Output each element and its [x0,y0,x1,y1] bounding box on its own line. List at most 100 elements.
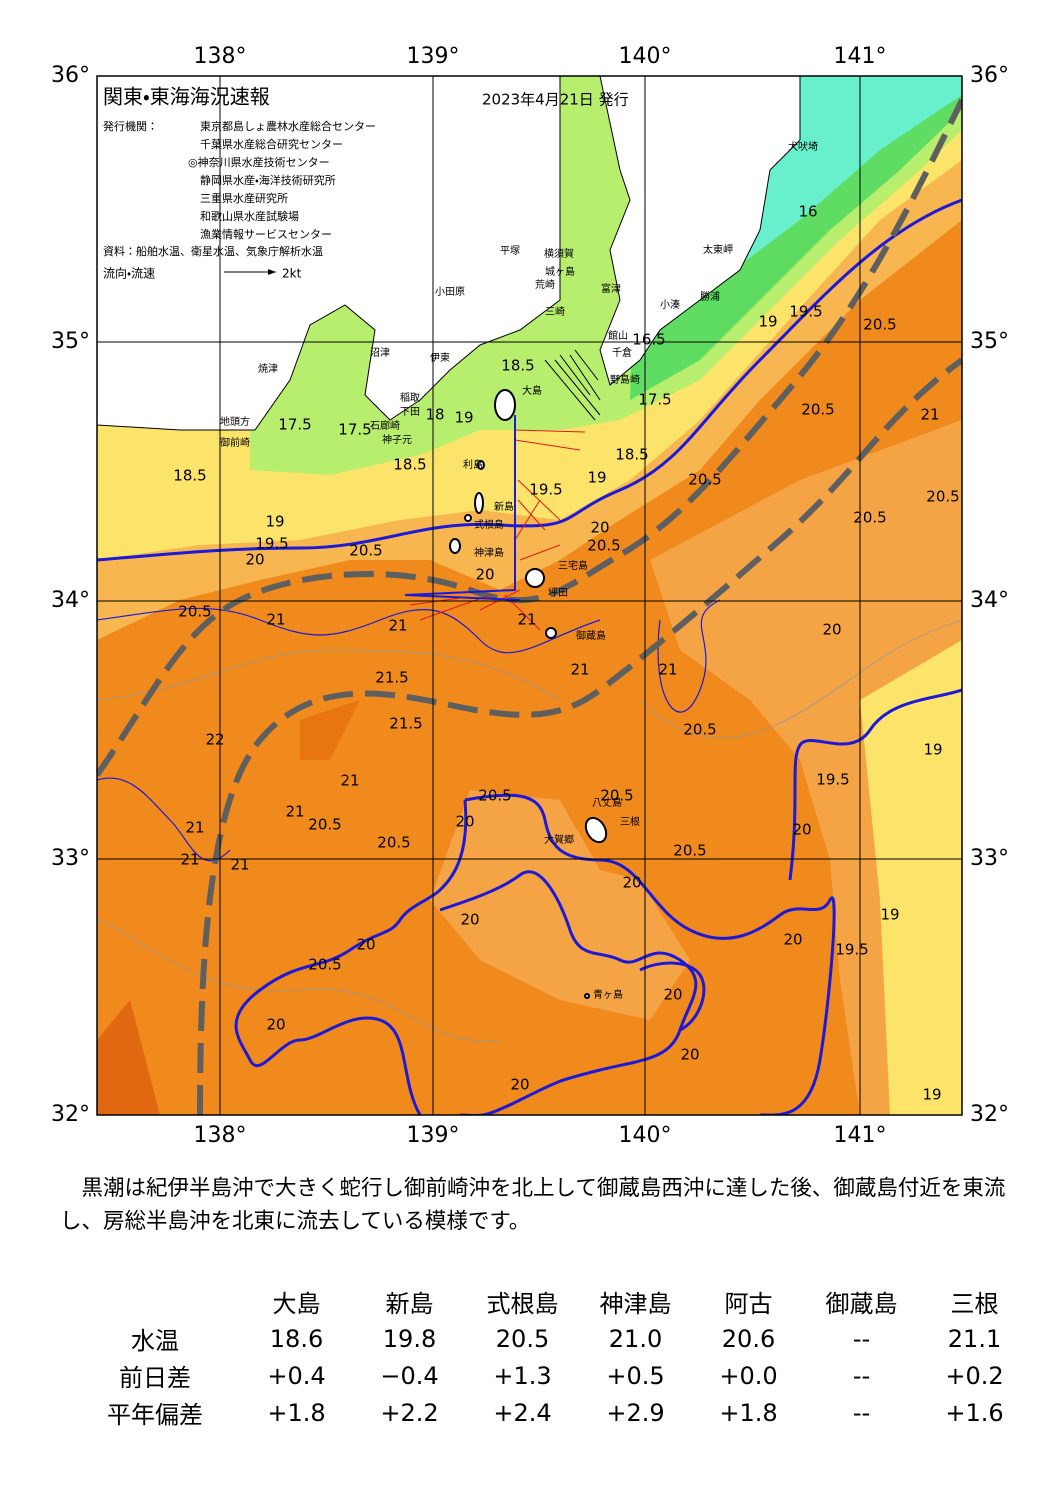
place-label: 式根島 [474,518,504,531]
isotherm [464,793,836,1115]
contour-label: 19 [923,741,942,759]
minor-contours [97,619,962,1042]
issuer: 和歌山県水産試験場 [200,209,299,223]
column-header: 阿古 [724,1290,773,1318]
sea-warmest [300,700,360,760]
contour-label: 20 [475,566,494,584]
contour-label: 19.5 [255,535,288,553]
cell: −0.4 [380,1361,439,1390]
isotherm [439,870,698,1115]
lon-label-bottom: 141° [834,1123,887,1148]
contour-label: 20 [822,621,841,639]
contour-label: 20.5 [801,401,834,419]
place-label: 太東岬 [703,243,733,256]
lat-label-right: 36° [970,63,1009,88]
contour-label: 20 [356,936,375,954]
issuer: 千葉県水産総合研究センター [200,137,343,151]
row-label: 平年偏差 [107,1401,203,1429]
row-label: 水温 [131,1327,179,1355]
contour-label: 20 [792,821,811,839]
place-label: 伊東 [430,351,450,364]
place-label: 城ヶ島 [545,265,575,278]
contour-label: 20.5 [308,956,341,974]
cell: 20.6 [721,1324,776,1353]
kuroshio-path [197,357,962,1115]
place-label: 荒崎 [535,278,555,291]
cell: +2.9 [606,1398,665,1427]
contour-label: 19 [880,906,899,924]
place-label: 石廊崎 [370,419,400,432]
isotherm [234,799,468,1115]
contour-label: 19 [922,1086,941,1104]
place-label: 館山 [608,329,628,342]
isotherm [97,198,962,562]
place-label: 焼津 [258,363,278,375]
place-label: 下田 [400,407,420,418]
place-label: 新島 [494,500,514,513]
contour-label: 20 [663,986,682,1004]
place-label: 稲取 [400,392,420,404]
island [477,460,485,470]
cell: +1.6 [945,1398,1004,1427]
source-note: 資料：船舶水温、衛星水温、気象庁解析水温 [103,244,323,258]
contour-label: 19.5 [816,771,849,789]
contour-label: 18 [425,406,444,424]
contour-label: 21 [285,803,304,821]
issue-date: 2023年4月21日 発行 [482,91,629,109]
lat-label-right: 35° [970,329,1009,354]
kuroshio-path [97,98,962,777]
column-header: 三根 [950,1290,999,1318]
ship-track [404,415,521,601]
issuers-label: 発行機関： [103,119,158,133]
place-label: 野島崎 [610,373,640,386]
cell: +1.8 [719,1398,778,1427]
corner-cell [70,1283,240,1320]
island [584,816,608,844]
isotherm [97,607,601,654]
column-header: 御蔵島 [825,1290,898,1318]
contour-label: 21.5 [389,715,422,733]
cell: 18.6 [269,1324,324,1353]
cell: -- [852,1361,871,1390]
axis-labels: 138° 138° 139° 139° 140° 140° 141° 141° 36° 36° 35… [51,44,1009,1148]
issuer: 漁業情報サービスセンター [200,227,332,241]
place-label: 青ヶ島 [593,988,623,1001]
issuer: 静岡県水産・海洋技術研究所 [200,173,336,187]
lon-label-top: 140° [619,44,672,69]
place-label: 神津島 [474,546,504,559]
contour-label: 21 [570,661,589,679]
graticule [97,76,962,1115]
contour-label: 22 [205,731,224,749]
thin-isotherms [97,599,721,862]
place-label: 三根 [620,815,640,828]
lat-label-right: 34° [970,588,1009,613]
current-vector [544,349,601,421]
legend-label: 流向・流速 [103,266,155,281]
contour-label: 18.5 [393,456,426,474]
lat-label-left: 33° [51,846,90,871]
island [584,993,590,999]
contour-label: 20 [460,911,479,929]
lon-label-top: 139° [407,44,460,69]
island [525,568,545,588]
place-label: 地頭方 [220,415,250,428]
contour-label: 20.5 [587,537,620,555]
column-header: 式根島 [486,1290,559,1318]
issuer: 東京都島しょ農林水産総合センター [200,119,376,133]
place-label: 勝浦 [700,290,720,303]
contour-label: 21 [185,819,204,837]
place-label: 御蔵島 [576,629,606,642]
place-label: 三崎 [545,305,565,318]
place-label: 大賀郷 [544,833,574,846]
contour-label: 20 [590,519,609,537]
place-label: 小湊 [660,298,680,311]
place-label: 犬吠埼 [788,140,818,153]
contour-label: 19.5 [789,303,822,321]
place-label: 利島 [463,458,483,471]
contour-label: 20.5 [478,787,511,805]
contour-label: 20.5 [863,316,896,334]
isotherm [788,688,962,881]
